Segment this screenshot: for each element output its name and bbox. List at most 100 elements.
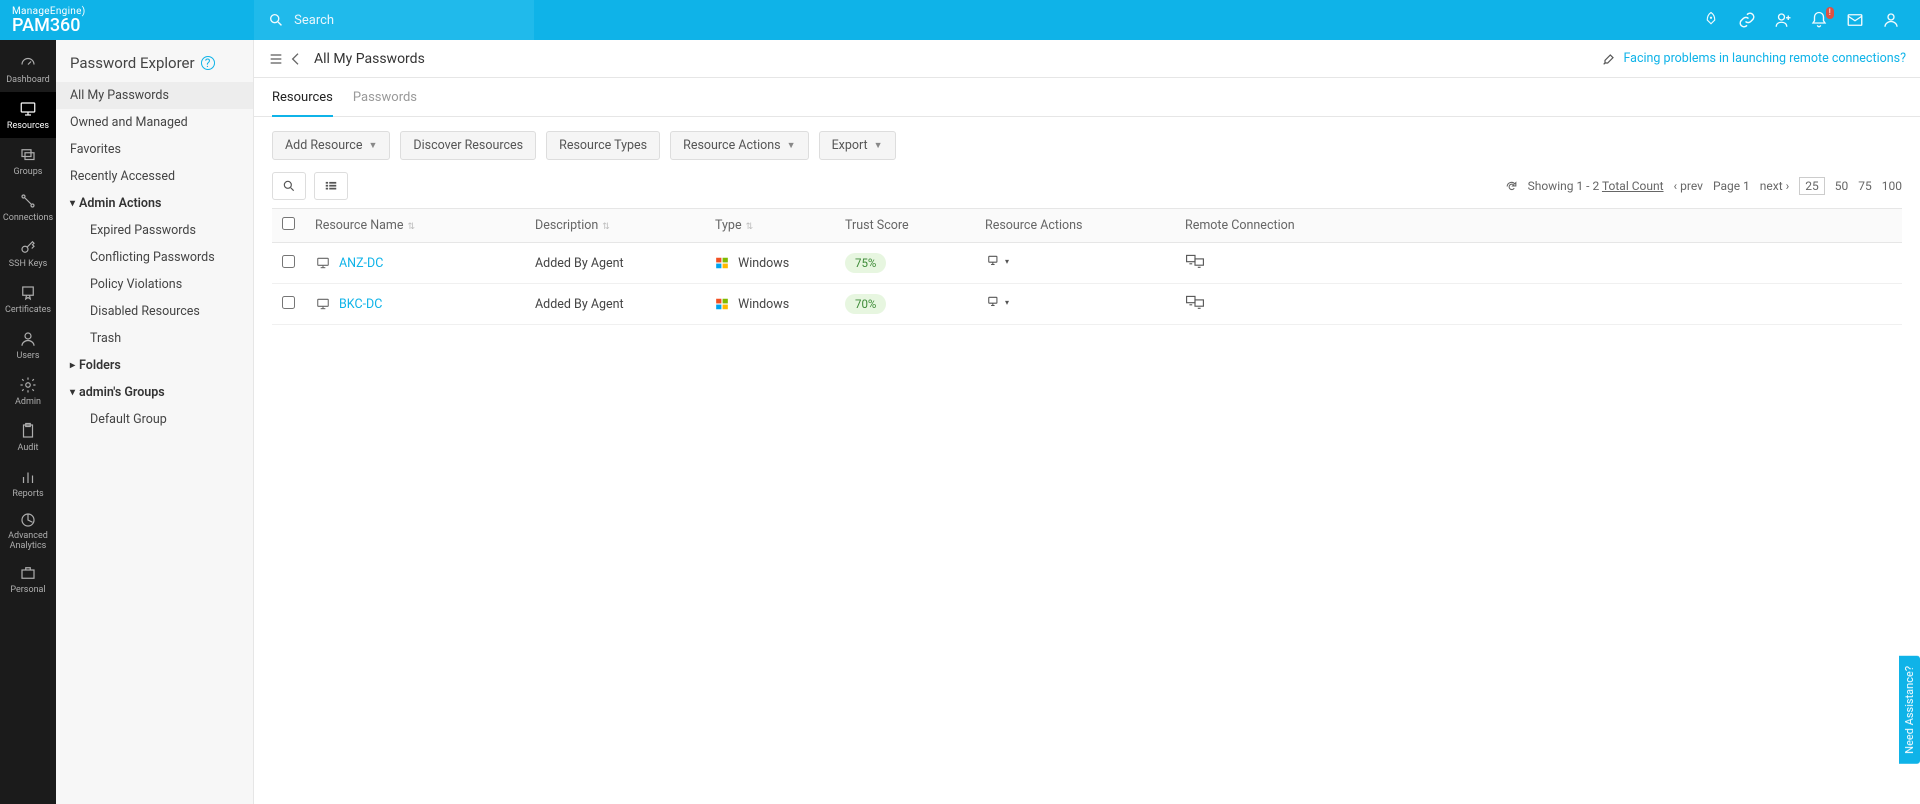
cell-type: Windows	[705, 243, 835, 284]
brand-main: PAM360	[12, 17, 242, 35]
nav-certificates[interactable]: Certificates	[0, 276, 56, 322]
pager-page: Page 1	[1713, 179, 1750, 193]
remote-connection-button[interactable]	[1185, 254, 1205, 268]
analytics-icon	[18, 511, 38, 529]
resource-types-button[interactable]: Resource Types	[546, 131, 660, 160]
action-toolbar: Add Resource▼ Discover Resources Resourc…	[254, 117, 1920, 160]
need-assistance-tab[interactable]: Need Assistance?	[1899, 656, 1920, 764]
tree-favorites[interactable]: Favorites	[56, 136, 253, 163]
notification-badge: !	[1826, 7, 1834, 19]
monitor-icon	[18, 100, 38, 118]
nav-admin[interactable]: Admin	[0, 368, 56, 414]
notifications-icon[interactable]: !	[1810, 11, 1828, 29]
top-bar: ManageEngine) PAM360 !	[0, 0, 1920, 40]
user-add-icon[interactable]	[1774, 11, 1792, 29]
row-checkbox[interactable]	[282, 255, 295, 268]
tree-admin-groups[interactable]: ▾admin's Groups	[56, 379, 253, 406]
explorer-title: Password Explorer ?	[56, 40, 253, 82]
clipboard-icon	[18, 422, 38, 440]
tree-conflicting[interactable]: Conflicting Passwords	[56, 244, 253, 271]
resources-table: Resource Name⇅ Description⇅ Type⇅ Trust …	[272, 208, 1902, 325]
nav-connections[interactable]: Connections	[0, 184, 56, 230]
pager-next[interactable]: next ›	[1760, 179, 1789, 193]
nav-groups[interactable]: Groups	[0, 138, 56, 184]
cert-icon	[18, 284, 38, 302]
tree-trash[interactable]: Trash	[56, 325, 253, 352]
tab-resources[interactable]: Resources	[272, 90, 333, 117]
nav-audit[interactable]: Audit	[0, 414, 56, 460]
tree-policy[interactable]: Policy Violations	[56, 271, 253, 298]
remote-connection-button[interactable]	[1185, 295, 1205, 309]
search-input[interactable]	[294, 13, 520, 28]
cell-type: Windows	[705, 284, 835, 325]
left-nav: Dashboard Resources Groups Connections S…	[0, 40, 56, 804]
sort-icon[interactable]: ⇅	[408, 222, 416, 232]
refresh-icon[interactable]	[1505, 180, 1518, 193]
help-link[interactable]: Facing problems in launching remote conn…	[1623, 51, 1906, 66]
nav-sshkeys[interactable]: SSH Keys	[0, 230, 56, 276]
tree-owned[interactable]: Owned and Managed	[56, 109, 253, 136]
briefcase-icon	[18, 564, 38, 582]
page-size-25[interactable]: 25	[1799, 177, 1825, 195]
help-icon[interactable]: ?	[201, 56, 215, 70]
page-size-75[interactable]: 75	[1858, 179, 1872, 193]
resource-actions-button[interactable]: Resource Actions▼	[670, 131, 808, 160]
resource-link[interactable]: ANZ-DC	[339, 256, 383, 271]
list-icon	[324, 179, 338, 193]
link-icon[interactable]	[1738, 11, 1756, 29]
mail-icon[interactable]	[1846, 11, 1864, 29]
plug-icon	[18, 192, 38, 210]
tree-default-group[interactable]: Default Group	[56, 406, 253, 433]
tab-passwords[interactable]: Passwords	[353, 90, 417, 116]
cell-description: Added By Agent	[525, 284, 705, 325]
search-icon	[282, 179, 296, 193]
resource-link[interactable]: BKC-DC	[339, 297, 382, 312]
nav-dashboard[interactable]: Dashboard	[0, 46, 56, 92]
tree-all-passwords[interactable]: All My Passwords	[56, 82, 253, 109]
topbar-actions: !	[1702, 11, 1920, 29]
table-toolbar: Showing 1 - 2 Total Count ‹ prev Page 1 …	[254, 160, 1920, 208]
tree-folders[interactable]: ▸Folders	[56, 352, 253, 379]
pager-prev[interactable]: ‹ prev	[1674, 179, 1703, 193]
bars-icon	[18, 468, 38, 486]
nav-resources[interactable]: Resources	[0, 92, 56, 138]
resource-action-menu[interactable]: ▾	[985, 295, 1009, 309]
nav-users[interactable]: Users	[0, 322, 56, 368]
table-search-button[interactable]	[272, 172, 306, 200]
tree-admin-actions[interactable]: ▾Admin Actions	[56, 190, 253, 217]
user-icon	[18, 330, 38, 348]
export-button[interactable]: Export▼	[819, 131, 896, 160]
nav-personal[interactable]: Personal	[0, 556, 56, 602]
gear-icon	[18, 376, 38, 394]
chevron-down-icon: ▼	[368, 140, 377, 151]
tabs: Resources Passwords	[254, 78, 1920, 117]
trust-badge: 70%	[845, 294, 886, 314]
total-count-link[interactable]: Total Count	[1602, 179, 1664, 193]
discover-resources-button[interactable]: Discover Resources	[400, 131, 536, 160]
cell-description: Added By Agent	[525, 243, 705, 284]
back-icon[interactable]	[288, 51, 304, 67]
profile-icon[interactable]	[1882, 11, 1900, 29]
sort-icon[interactable]: ⇅	[746, 222, 754, 232]
page-size-100[interactable]: 100	[1882, 179, 1902, 193]
caret-down-icon: ▾	[70, 387, 75, 398]
tree-disabled[interactable]: Disabled Resources	[56, 298, 253, 325]
search-icon	[268, 11, 284, 29]
pager: Showing 1 - 2 Total Count ‹ prev Page 1 …	[1505, 177, 1902, 195]
nav-analytics[interactable]: Advanced Analytics	[0, 506, 56, 556]
add-resource-button[interactable]: Add Resource▼	[272, 131, 390, 160]
nav-reports[interactable]: Reports	[0, 460, 56, 506]
tree-expired[interactable]: Expired Passwords	[56, 217, 253, 244]
rocket-icon[interactable]	[1702, 11, 1720, 29]
sort-icon[interactable]: ⇅	[602, 222, 610, 232]
row-checkbox[interactable]	[282, 296, 295, 309]
global-search[interactable]	[254, 0, 534, 40]
column-chooser-button[interactable]	[314, 172, 348, 200]
resource-action-menu[interactable]: ▾	[985, 254, 1009, 268]
password-explorer-panel: Password Explorer ? All My Passwords Own…	[56, 40, 254, 804]
tree-recent[interactable]: Recently Accessed	[56, 163, 253, 190]
page-size-50[interactable]: 50	[1835, 179, 1849, 193]
menu-icon[interactable]	[268, 51, 284, 67]
select-all-checkbox[interactable]	[282, 217, 295, 230]
content-area: All My Passwords Facing problems in laun…	[254, 40, 1920, 804]
